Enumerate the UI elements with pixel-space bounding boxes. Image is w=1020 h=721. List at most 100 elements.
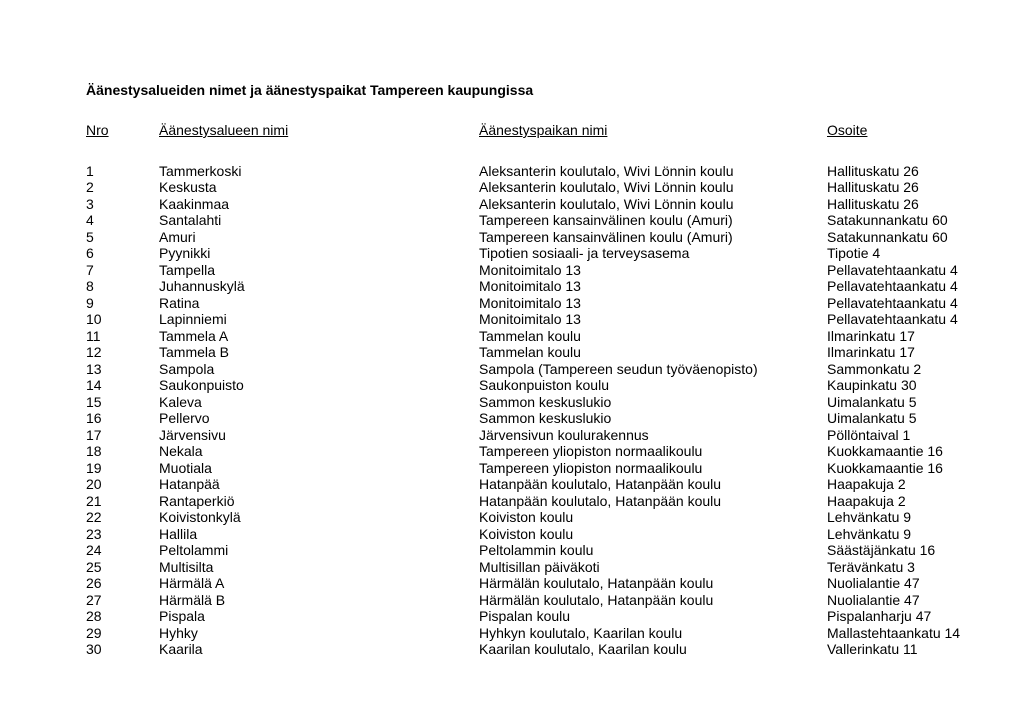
cell-alue: Rantaperkiö <box>159 493 479 510</box>
cell-paikka: Monitoimitalo 13 <box>479 278 827 295</box>
cell-alue: Pellervo <box>159 410 479 427</box>
cell-paikka: Härmälän koulutalo, Hatanpään koulu <box>479 592 827 609</box>
cell-paikka: Koiviston koulu <box>479 509 827 526</box>
table-row: 1TammerkoskiAleksanterin koulutalo, Wivi… <box>86 163 990 180</box>
cell-nro: 20 <box>86 476 159 493</box>
cell-nro: 28 <box>86 608 159 625</box>
cell-alue: Pyynikki <box>159 245 479 262</box>
table-row: 3KaakinmaaAleksanterin koulutalo, Wivi L… <box>86 196 990 213</box>
cell-paikka: Hyhkyn koulutalo, Kaarilan koulu <box>479 625 827 642</box>
cell-nro: 23 <box>86 526 159 543</box>
cell-paikka: Tipotien sosiaali- ja terveysasema <box>479 245 827 262</box>
page-title: Äänestysalueiden nimet ja äänestyspaikat… <box>86 82 990 98</box>
cell-alue: Hyhky <box>159 625 479 642</box>
cell-alue: Muotiala <box>159 460 479 477</box>
column-header-paikka: Äänestyspaikan nimi <box>479 122 827 139</box>
cell-alue: Kaleva <box>159 394 479 411</box>
cell-osoite: Pellavatehtaankatu 4 <box>827 278 990 295</box>
cell-osoite: Pellavatehtaankatu 4 <box>827 295 990 312</box>
cell-paikka: Multisillan päiväkoti <box>479 559 827 576</box>
cell-alue: Hallila <box>159 526 479 543</box>
cell-osoite: Säästäjänkatu 16 <box>827 542 990 559</box>
cell-alue: Tammerkoski <box>159 163 479 180</box>
cell-alue: Saukonpuisto <box>159 377 479 394</box>
cell-nro: 5 <box>86 229 159 246</box>
table-row: 29HyhkyHyhkyn koulutalo, Kaarilan kouluM… <box>86 625 990 642</box>
table-row: 9RatinaMonitoimitalo 13Pellavatehtaankat… <box>86 295 990 312</box>
cell-nro: 12 <box>86 344 159 361</box>
cell-paikka: Aleksanterin koulutalo, Wivi Lönnin koul… <box>479 196 827 213</box>
cell-nro: 16 <box>86 410 159 427</box>
cell-osoite: Hallituskatu 26 <box>827 163 990 180</box>
table-row: 14SaukonpuistoSaukonpuiston kouluKaupink… <box>86 377 990 394</box>
cell-osoite: Satakunnankatu 60 <box>827 229 990 246</box>
cell-osoite: Kuokkamaantie 16 <box>827 443 990 460</box>
cell-nro: 17 <box>86 427 159 444</box>
cell-paikka: Sampola (Tampereen seudun työväenopisto) <box>479 361 827 378</box>
table-row: 11Tammela ATammelan kouluIlmarinkatu 17 <box>86 328 990 345</box>
cell-paikka: Saukonpuiston koulu <box>479 377 827 394</box>
cell-nro: 11 <box>86 328 159 345</box>
table-row: 30KaarilaKaarilan koulutalo, Kaarilan ko… <box>86 641 990 658</box>
table-row: 8JuhannuskyläMonitoimitalo 13Pellavateht… <box>86 278 990 295</box>
cell-alue: Santalahti <box>159 212 479 229</box>
cell-nro: 19 <box>86 460 159 477</box>
cell-paikka: Aleksanterin koulutalo, Wivi Lönnin koul… <box>479 179 827 196</box>
cell-nro: 8 <box>86 278 159 295</box>
cell-paikka: Tampereen kansainvälinen koulu (Amuri) <box>479 229 827 246</box>
cell-nro: 30 <box>86 641 159 658</box>
cell-paikka: Monitoimitalo 13 <box>479 262 827 279</box>
cell-paikka: Aleksanterin koulutalo, Wivi Lönnin koul… <box>479 163 827 180</box>
table-row: 6PyynikkiTipotien sosiaali- ja terveysas… <box>86 245 990 262</box>
cell-alue: Lapinniemi <box>159 311 479 328</box>
cell-alue: Tampella <box>159 262 479 279</box>
table-row: 16PellervoSammon keskuslukioUimalankatu … <box>86 410 990 427</box>
cell-nro: 4 <box>86 212 159 229</box>
cell-alue: Nekala <box>159 443 479 460</box>
cell-paikka: Tammelan koulu <box>479 344 827 361</box>
table-row: 18NekalaTampereen yliopiston normaalikou… <box>86 443 990 460</box>
table-body: 1TammerkoskiAleksanterin koulutalo, Wivi… <box>86 163 990 658</box>
cell-alue: Järvensivu <box>159 427 479 444</box>
cell-osoite: Hallituskatu 26 <box>827 196 990 213</box>
cell-osoite: Lehvänkatu 9 <box>827 526 990 543</box>
table-row: 21RantaperkiöHatanpään koulutalo, Hatanp… <box>86 493 990 510</box>
cell-alue: Juhannuskylä <box>159 278 479 295</box>
cell-paikka: Härmälän koulutalo, Hatanpään koulu <box>479 575 827 592</box>
cell-osoite: Pöllöntaival 1 <box>827 427 990 444</box>
cell-osoite: Nuolialantie 47 <box>827 575 990 592</box>
cell-nro: 25 <box>86 559 159 576</box>
cell-osoite: Kaupinkatu 30 <box>827 377 990 394</box>
cell-osoite: Uimalankatu 5 <box>827 410 990 427</box>
table-row: 13SampolaSampola (Tampereen seudun työvä… <box>86 361 990 378</box>
cell-alue: Tammela A <box>159 328 479 345</box>
cell-nro: 2 <box>86 179 159 196</box>
cell-osoite: Nuolialantie 47 <box>827 592 990 609</box>
cell-paikka: Koiviston koulu <box>479 526 827 543</box>
table-row: 2KeskustaAleksanterin koulutalo, Wivi Lö… <box>86 179 990 196</box>
table-row: 20HatanpääHatanpään koulutalo, Hatanpään… <box>86 476 990 493</box>
cell-nro: 7 <box>86 262 159 279</box>
cell-osoite: Terävänkatu 3 <box>827 559 990 576</box>
table-row: 25MultisiltaMultisillan päiväkotiTerävän… <box>86 559 990 576</box>
column-header-osoite: Osoite <box>827 122 990 139</box>
cell-alue: Hatanpää <box>159 476 479 493</box>
cell-osoite: Mallastehtaankatu 14 <box>827 625 990 642</box>
table-row: 19MuotialaTampereen yliopiston normaalik… <box>86 460 990 477</box>
table-header-row: Nro Äänestysalueen nimi Äänestyspaikan n… <box>86 122 990 139</box>
cell-paikka: Pispalan koulu <box>479 608 827 625</box>
cell-paikka: Monitoimitalo 13 <box>479 295 827 312</box>
column-header-alue: Äänestysalueen nimi <box>159 122 479 139</box>
table-row: 5AmuriTampereen kansainvälinen koulu (Am… <box>86 229 990 246</box>
cell-osoite: Ilmarinkatu 17 <box>827 344 990 361</box>
cell-alue: Härmälä B <box>159 592 479 609</box>
table-row: 23HallilaKoiviston kouluLehvänkatu 9 <box>86 526 990 543</box>
cell-nro: 26 <box>86 575 159 592</box>
cell-nro: 13 <box>86 361 159 378</box>
cell-paikka: Järvensivun koulurakennus <box>479 427 827 444</box>
cell-alue: Kaakinmaa <box>159 196 479 213</box>
cell-osoite: Pellavatehtaankatu 4 <box>827 262 990 279</box>
cell-osoite: Hallituskatu 26 <box>827 179 990 196</box>
cell-nro: 3 <box>86 196 159 213</box>
cell-osoite: Haapakuja 2 <box>827 493 990 510</box>
